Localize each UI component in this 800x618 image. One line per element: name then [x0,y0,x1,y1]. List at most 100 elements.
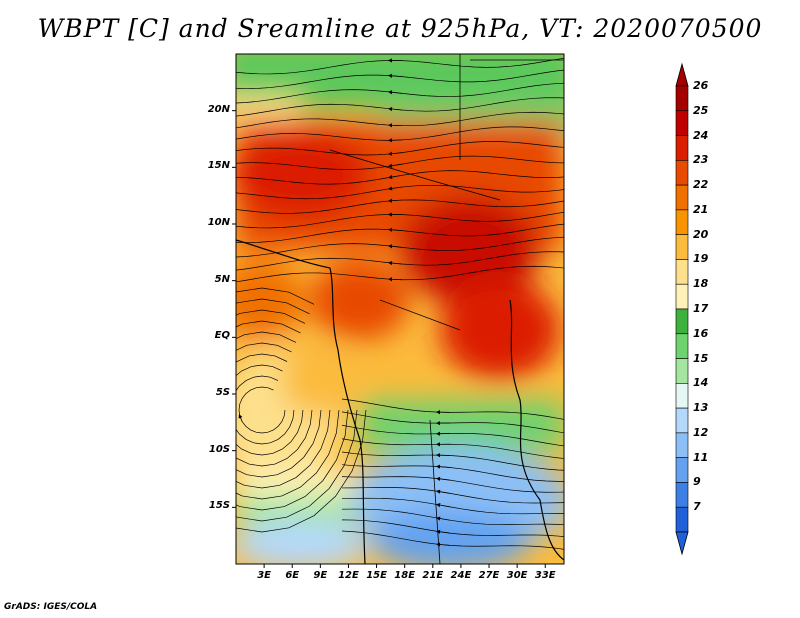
colorbar-label: 7 [693,500,701,514]
streamline-arrow [231,419,234,427]
colorbar-swatch [675,407,689,434]
colorbar-label: 24 [693,128,709,142]
colorbar-label: 23 [693,153,709,167]
colorbar-swatch [675,383,689,409]
colorbar-swatch [675,308,689,335]
colorbar-top-arrow [675,62,689,87]
footer-credit: GrADS: IGES/COLA [4,602,98,612]
streamline-arrow [387,244,403,249]
colorbar-label: 19 [693,252,709,266]
streamline-arrow [435,476,451,481]
streamline-arrow [179,436,188,460]
streamline [341,451,564,471]
colorbar-label: 15 [693,351,709,365]
colorbar-swatch [675,160,689,186]
streamline-arrow [435,464,451,469]
streamline-arrow [205,427,211,443]
colorbar-label: 22 [693,178,709,192]
colorbar-swatch [675,358,689,384]
colorbar [675,62,689,556]
colorbar-label: 9 [693,475,701,489]
colorbar-label: 12 [693,425,709,439]
streamline-arrow [435,489,451,494]
streamline [236,353,313,467]
colorbar-label: 11 [693,450,709,464]
lon-tick-label: 24E [450,570,472,581]
streamline [341,476,564,493]
streamline-arrow [387,73,403,78]
colorbar-swatch [675,482,689,508]
streamline-arrow [162,442,172,471]
colorbar-swatch [675,259,689,285]
colorbar-label: 13 [693,401,709,415]
streamline-arrow [387,90,403,95]
lat-tick-label: 15N [207,160,230,172]
streamline-arrow [387,260,403,266]
streamline [236,251,564,271]
lat-tick-label: 10S [208,443,230,455]
streamlines [162,57,564,550]
lat-tick-label: 20N [207,103,230,115]
colorbar-swatch [675,110,689,136]
colorbar-swatch [675,85,689,112]
streamline [236,211,564,229]
streamline [236,342,322,478]
streamline [236,287,367,533]
streamline-arrow [387,198,403,203]
streamline-arrow [387,227,403,232]
streamline-arrow [387,174,403,180]
map-frame [235,53,565,565]
streamline [341,519,564,538]
lon-tick-label: 12E [338,570,359,581]
streamline-arrow [387,186,403,191]
streamline [236,155,564,170]
lon-tick-label: 6E [285,570,300,581]
colorbar-swatch [675,135,689,161]
streamline-arrow [435,516,451,521]
colorbar-label: 26 [693,79,709,92]
streamline [236,375,295,445]
colorbar-label: 21 [693,202,709,216]
lat-tick-label: 5S [215,387,230,398]
streamline-arrow [387,163,403,168]
streamline [341,398,564,420]
streamline [341,424,564,447]
colorbar-swatch [675,184,689,211]
colorbar-swatch [675,283,689,310]
colorbar-label: 25 [693,103,709,117]
streamline-arrow [387,106,403,112]
colorbar-swatch [675,506,689,533]
colorbar-swatch [675,209,689,235]
streamline [236,320,340,500]
streamline [341,508,564,526]
streamline [236,184,564,200]
colorbar-label: 16 [693,326,709,340]
lon-tick-label: 9E [313,570,328,581]
streamline [236,298,358,522]
lat-tick-label: EQ [214,330,230,342]
colorbar-swatch [675,234,689,260]
streamline [236,364,304,456]
colorbar-swatch [675,333,689,359]
wbpt-shading [236,54,564,564]
colorbar-label: 20 [693,227,709,241]
lon-tick-label: 30E [506,570,528,581]
streamline-arrow [387,123,403,128]
map-title: WBPT [C] and Sreamline at 925hPa, VT: 20… [37,14,763,43]
lat-tick-label: 15S [208,500,230,512]
streamline [236,69,564,89]
streamline-arrow [435,542,451,547]
lon-tick-label: 21E [422,570,444,581]
streamline [236,57,564,75]
lon-tick-label: 15E [366,570,387,581]
streamline-arrow [238,414,243,422]
streamline [341,497,564,515]
streamline-arrow [387,277,403,282]
streamline [341,464,564,482]
streamline [236,265,564,283]
lat-tick-label: 5N [214,273,230,285]
streamline-arrow [214,424,219,438]
lon-tick-label: 3E [257,570,271,581]
streamline-arrow [387,151,403,156]
